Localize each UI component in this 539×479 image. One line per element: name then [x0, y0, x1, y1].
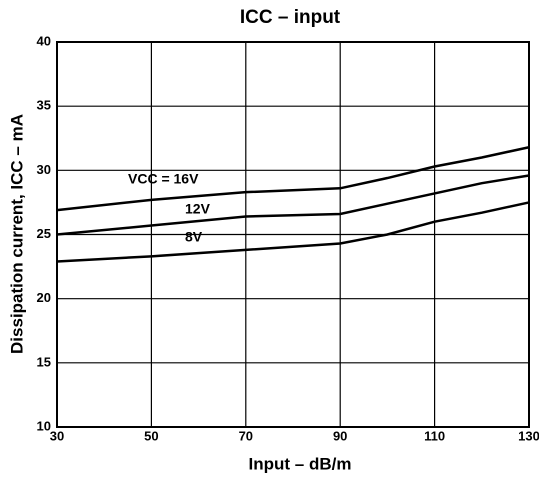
- x-tick-label: 130: [518, 428, 539, 443]
- y-tick-label: 40: [37, 33, 51, 48]
- y-tick-label: 10: [37, 418, 51, 433]
- x-tick-label: 50: [144, 428, 158, 443]
- y-tick-label: 30: [37, 162, 51, 177]
- x-axis-label: Input – dB/m: [249, 454, 352, 473]
- series-label: 12V: [185, 201, 211, 217]
- y-tick-label: 15: [37, 354, 51, 369]
- line-series: [56, 146, 530, 212]
- x-tick-label: 70: [239, 428, 253, 443]
- y-tick-label: 25: [37, 226, 51, 241]
- x-tick-label: 30: [50, 428, 64, 443]
- chart-title: ICC – input: [240, 7, 341, 28]
- line-series: [56, 174, 530, 236]
- x-tick-label: 110: [424, 428, 445, 443]
- line-series: [56, 201, 530, 263]
- x-tick-label: 90: [333, 428, 347, 443]
- y-tick-label: 20: [37, 290, 51, 305]
- y-tick-label: 35: [37, 98, 51, 113]
- series-label: 8V: [185, 229, 203, 245]
- series-label: VCC = 16V: [128, 171, 199, 187]
- y-axis-label: Dissipation current, ICC – mA: [7, 114, 26, 354]
